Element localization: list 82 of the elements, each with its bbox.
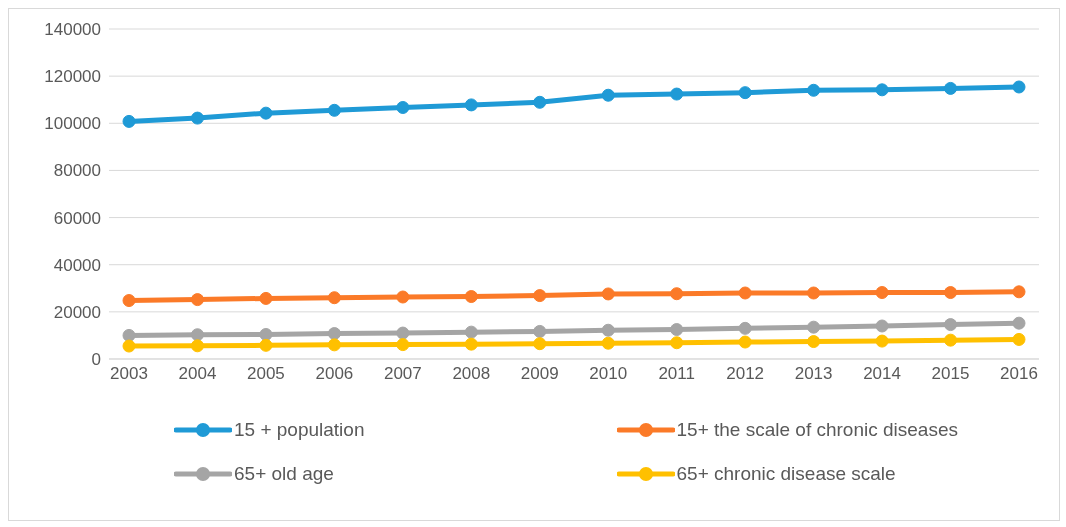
point [533,95,547,109]
point [533,289,547,303]
point [464,337,478,351]
point [875,83,889,97]
legend-label: 15 + population [234,419,365,441]
y-tick-label: 100000 [44,114,101,134]
point [533,337,547,351]
point [396,290,410,304]
point [807,335,821,349]
point [944,333,958,347]
y-tick-label: 20000 [53,302,101,322]
point [122,114,136,128]
point [875,334,889,348]
point [259,327,273,341]
point [738,335,752,349]
x-tick-label: 2014 [863,364,901,384]
x-tick-label: 2004 [178,364,217,384]
point [738,286,752,300]
x-tick-label: 2013 [794,364,833,384]
point [944,286,958,300]
point [259,338,273,352]
point [875,286,889,300]
point [190,339,204,353]
point [464,290,478,304]
point [190,293,204,307]
point [190,111,204,125]
x-tick-label: 2015 [931,364,970,384]
point [807,286,821,300]
point [944,318,958,332]
x-tick-label: 2016 [1000,364,1038,384]
legend-label: 15+ the scale of chronic diseases [676,419,958,441]
point [670,87,684,101]
y-tick-label: 80000 [53,161,101,181]
x-tick-label: 2003 [110,364,148,384]
x-tick-label: 2009 [520,364,559,384]
point [601,88,615,102]
point [670,287,684,301]
point [327,291,341,305]
point [1012,285,1026,299]
point [1012,316,1026,330]
point [259,291,273,305]
point [670,336,684,350]
y-tick-label: 120000 [44,67,101,87]
x-tick-label: 2012 [726,364,765,384]
point [327,327,341,341]
y-tick-label: 140000 [44,20,101,40]
point [875,319,889,333]
point [327,338,341,352]
point [396,326,410,340]
point [601,323,615,337]
point [601,336,615,350]
point [738,86,752,100]
x-tick-label: 2007 [383,364,422,384]
point [464,325,478,339]
y-tick-label: 40000 [53,255,101,275]
x-tick-label: 2005 [247,364,285,384]
point [122,328,136,342]
point [327,103,341,117]
point [396,100,410,114]
point [122,294,136,308]
legend-label: 65+ old age [234,463,334,485]
point [190,328,204,342]
point [601,287,615,301]
y-tick-label: 60000 [53,208,101,228]
y-tick-label: 0 [91,350,101,370]
point [670,323,684,337]
point [259,106,273,120]
legend-label: 65+ chronic disease scale [676,463,896,485]
point [533,324,547,338]
point [464,98,478,112]
point [807,320,821,334]
x-tick-label: 2010 [589,364,628,384]
x-tick-label: 2011 [658,364,695,384]
point [1012,332,1026,346]
x-tick-label: 2006 [315,364,354,384]
point [1012,80,1026,94]
x-tick-label: 2008 [452,364,491,384]
point [807,83,821,97]
point [122,339,136,353]
point [944,81,958,95]
point [738,321,752,335]
point [396,338,410,352]
